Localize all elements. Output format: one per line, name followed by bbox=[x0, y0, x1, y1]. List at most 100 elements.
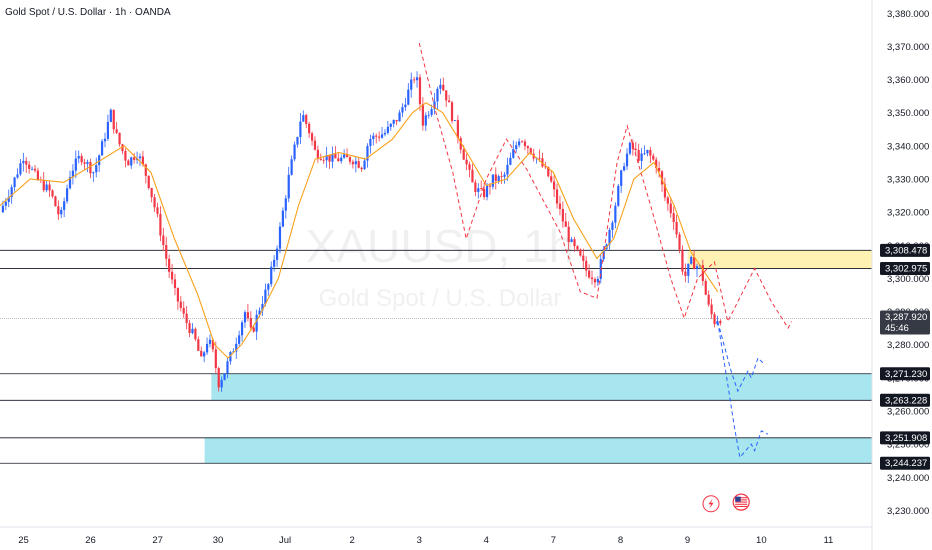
candle-body-33 bbox=[98, 155, 101, 166]
candle-body-219 bbox=[640, 153, 643, 161]
candle-body-34 bbox=[100, 141, 104, 156]
candle-body-227 bbox=[663, 184, 667, 198]
candle-body-29 bbox=[86, 161, 89, 164]
candle-body-60 bbox=[176, 288, 179, 302]
moving-average-line bbox=[0, 102, 719, 359]
candle-body-90 bbox=[264, 289, 267, 305]
candle-body-151 bbox=[442, 84, 445, 91]
candle-body-144 bbox=[421, 104, 424, 126]
candle-body-201 bbox=[588, 270, 591, 278]
x-tick-label: 10 bbox=[756, 535, 767, 546]
candle-body-162 bbox=[474, 182, 477, 192]
candle-body-164 bbox=[480, 188, 483, 189]
level-label-bg-3 bbox=[880, 367, 930, 381]
candle-body-62 bbox=[182, 307, 185, 314]
candle-body-154 bbox=[450, 102, 454, 121]
candle-body-123 bbox=[360, 167, 363, 170]
level-label-bg-2 bbox=[880, 310, 930, 335]
candle-body-220 bbox=[643, 153, 646, 155]
level-label-1: 3,302.975 bbox=[885, 264, 927, 275]
candle-body-30 bbox=[89, 161, 92, 174]
candle-body-213 bbox=[623, 166, 626, 171]
candle-body-9 bbox=[28, 164, 31, 169]
candle-body-165 bbox=[483, 188, 486, 198]
candle-body-149 bbox=[436, 88, 439, 102]
y-tick-label: 3,350.000 bbox=[887, 108, 929, 119]
y-tick-label: 3,240.000 bbox=[887, 473, 929, 484]
y-tick-label: 3,340.000 bbox=[887, 141, 929, 152]
candle-body-118 bbox=[345, 154, 349, 158]
blue-projection-path-0[interactable] bbox=[717, 321, 766, 393]
candle-body-122 bbox=[357, 161, 360, 168]
event-icons[interactable] bbox=[702, 493, 750, 513]
candle-body-117 bbox=[343, 154, 346, 158]
candle-body-133 bbox=[389, 123, 392, 127]
candle-body-171 bbox=[500, 176, 503, 178]
candle-body-47 bbox=[138, 156, 142, 159]
x-tick-label: 9 bbox=[685, 535, 690, 546]
candle-body-153 bbox=[448, 100, 451, 103]
red-projection-path[interactable] bbox=[418, 42, 792, 330]
candle-body-127 bbox=[372, 135, 375, 140]
x-tick-label: 3 bbox=[417, 535, 422, 546]
candle-body-246 bbox=[719, 321, 722, 324]
candle-body-66 bbox=[194, 328, 197, 340]
candle-body-185 bbox=[541, 158, 544, 167]
blue-projection-path-1[interactable] bbox=[717, 321, 769, 459]
candle-body-169 bbox=[494, 174, 497, 181]
candle-body-120 bbox=[351, 161, 354, 165]
candle-body-75 bbox=[220, 379, 223, 388]
candle-body-228 bbox=[666, 197, 669, 204]
candle-body-55 bbox=[162, 235, 165, 245]
candle-body-76 bbox=[223, 373, 226, 380]
candle-body-139 bbox=[407, 89, 410, 105]
candle-body-102 bbox=[299, 121, 302, 138]
candle-body-189 bbox=[553, 181, 556, 190]
candle-body-22 bbox=[65, 188, 69, 202]
candle-body-89 bbox=[261, 304, 264, 311]
candle-body-86 bbox=[252, 327, 255, 332]
moving-average-series bbox=[0, 102, 719, 359]
candle-body-163 bbox=[477, 188, 480, 192]
watermark-name: Gold Spot / U.S. Dollar bbox=[319, 285, 562, 312]
candle-body-186 bbox=[544, 166, 547, 168]
y-tick-label: 3,360.000 bbox=[887, 75, 929, 86]
candle-body-214 bbox=[625, 153, 629, 167]
candle-body-160 bbox=[468, 164, 471, 170]
candle-body-168 bbox=[491, 174, 494, 187]
candle-body-136 bbox=[398, 112, 401, 122]
candle-body-138 bbox=[404, 104, 407, 108]
projection-drawings[interactable] bbox=[418, 42, 792, 459]
candle-body-157 bbox=[459, 138, 462, 150]
candle-body-99 bbox=[290, 159, 293, 175]
candle-body-173 bbox=[506, 164, 509, 175]
candle-body-236 bbox=[690, 257, 693, 264]
candle-body-156 bbox=[456, 120, 459, 139]
candle-body-65 bbox=[191, 328, 194, 334]
time-axis[interactable]: 25 26 27 30 Jul 2 3 4 7 8 9 10 11 bbox=[18, 535, 833, 546]
candle-body-36 bbox=[106, 121, 110, 139]
candle-body-93 bbox=[273, 259, 276, 267]
x-tick-label: 7 bbox=[551, 535, 556, 546]
candle-body-37 bbox=[109, 109, 112, 122]
candle-body-244 bbox=[713, 314, 716, 325]
candle-body-58 bbox=[170, 271, 174, 280]
candle-body-83 bbox=[243, 312, 247, 323]
horizontal-levels[interactable] bbox=[0, 249, 872, 464]
us-flag-stripe bbox=[735, 501, 748, 503]
candle-body-231 bbox=[675, 221, 678, 235]
y-tick-label: 3,230.000 bbox=[887, 506, 929, 517]
level-label-bg-6 bbox=[880, 456, 930, 470]
candle-body-147 bbox=[430, 109, 433, 115]
candle-body-97 bbox=[284, 198, 287, 211]
candle-body-35 bbox=[103, 138, 107, 142]
us-flag-stripe bbox=[735, 505, 748, 508]
candle-body-96 bbox=[281, 210, 284, 227]
candle-body-85 bbox=[249, 318, 252, 328]
candle-body-74 bbox=[217, 368, 220, 388]
symbol-title: Gold Spot / U.S. Dollar · 1h · OANDA bbox=[5, 7, 171, 18]
x-tick-label: 4 bbox=[484, 535, 489, 546]
candle-body-91 bbox=[267, 284, 270, 290]
candle-body-190 bbox=[555, 189, 559, 204]
